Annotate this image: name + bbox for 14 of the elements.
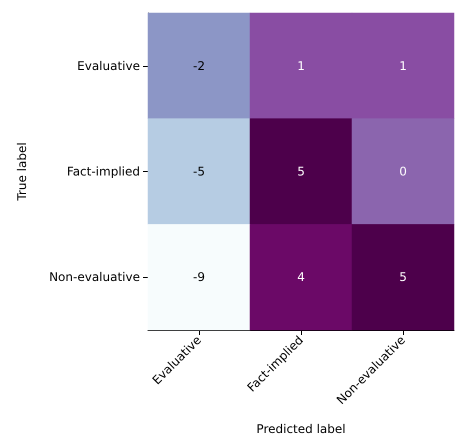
x-axis-title: Predicted label xyxy=(256,422,346,436)
y-axis-title: True label xyxy=(15,142,29,202)
data-label: -5 xyxy=(193,164,205,178)
y-tick-label: Fact-implied xyxy=(66,164,140,178)
data-label: -2 xyxy=(193,58,205,73)
data-label: 4 xyxy=(297,270,305,284)
data-label: -9 xyxy=(193,270,205,284)
data-label: 0 xyxy=(399,164,407,178)
data-label: 5 xyxy=(297,164,305,178)
y-tick-label: Non-evaluative xyxy=(49,270,140,284)
data-label: 1 xyxy=(297,58,305,73)
data-label: 5 xyxy=(399,270,407,284)
y-tick-label: Evaluative xyxy=(77,58,140,73)
data-label: 1 xyxy=(399,58,407,73)
